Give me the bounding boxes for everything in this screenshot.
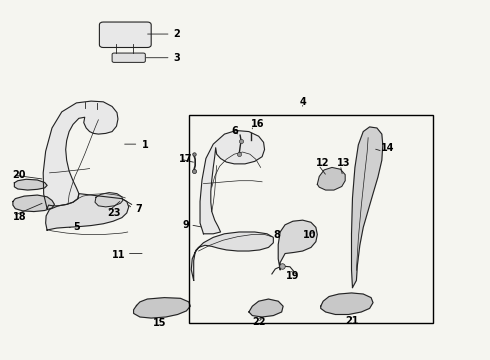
Text: 13: 13 bbox=[337, 158, 350, 168]
Text: 12: 12 bbox=[316, 158, 329, 168]
Text: 18: 18 bbox=[13, 212, 27, 221]
Text: 23: 23 bbox=[107, 208, 121, 218]
Text: 20: 20 bbox=[13, 170, 26, 180]
Bar bbox=[189, 116, 433, 323]
Polygon shape bbox=[351, 127, 383, 288]
Text: 5: 5 bbox=[73, 222, 80, 232]
Text: 19: 19 bbox=[286, 271, 299, 281]
Text: 8: 8 bbox=[273, 230, 280, 239]
Text: 14: 14 bbox=[381, 143, 394, 153]
Text: 16: 16 bbox=[250, 120, 264, 129]
FancyBboxPatch shape bbox=[112, 53, 146, 62]
Text: 6: 6 bbox=[231, 126, 238, 135]
Text: 7: 7 bbox=[135, 204, 142, 215]
Polygon shape bbox=[95, 193, 123, 207]
Text: 9: 9 bbox=[182, 220, 189, 230]
Text: 3: 3 bbox=[173, 53, 180, 63]
Polygon shape bbox=[134, 298, 190, 318]
Polygon shape bbox=[200, 131, 265, 234]
Polygon shape bbox=[13, 195, 54, 212]
Text: 15: 15 bbox=[153, 318, 166, 328]
Polygon shape bbox=[321, 293, 373, 315]
Text: 21: 21 bbox=[345, 316, 358, 325]
Polygon shape bbox=[191, 232, 273, 280]
Text: 1: 1 bbox=[142, 140, 148, 150]
Polygon shape bbox=[249, 299, 283, 317]
Text: 11: 11 bbox=[112, 249, 126, 260]
Text: 17: 17 bbox=[179, 154, 192, 164]
Polygon shape bbox=[43, 101, 118, 209]
Polygon shape bbox=[278, 220, 318, 270]
Text: 10: 10 bbox=[303, 230, 316, 239]
Text: 4: 4 bbox=[299, 97, 306, 107]
FancyBboxPatch shape bbox=[99, 22, 151, 48]
Polygon shape bbox=[14, 179, 47, 190]
Polygon shape bbox=[46, 194, 129, 230]
Polygon shape bbox=[318, 167, 345, 190]
Text: 2: 2 bbox=[173, 29, 180, 39]
Text: 22: 22 bbox=[252, 317, 266, 327]
